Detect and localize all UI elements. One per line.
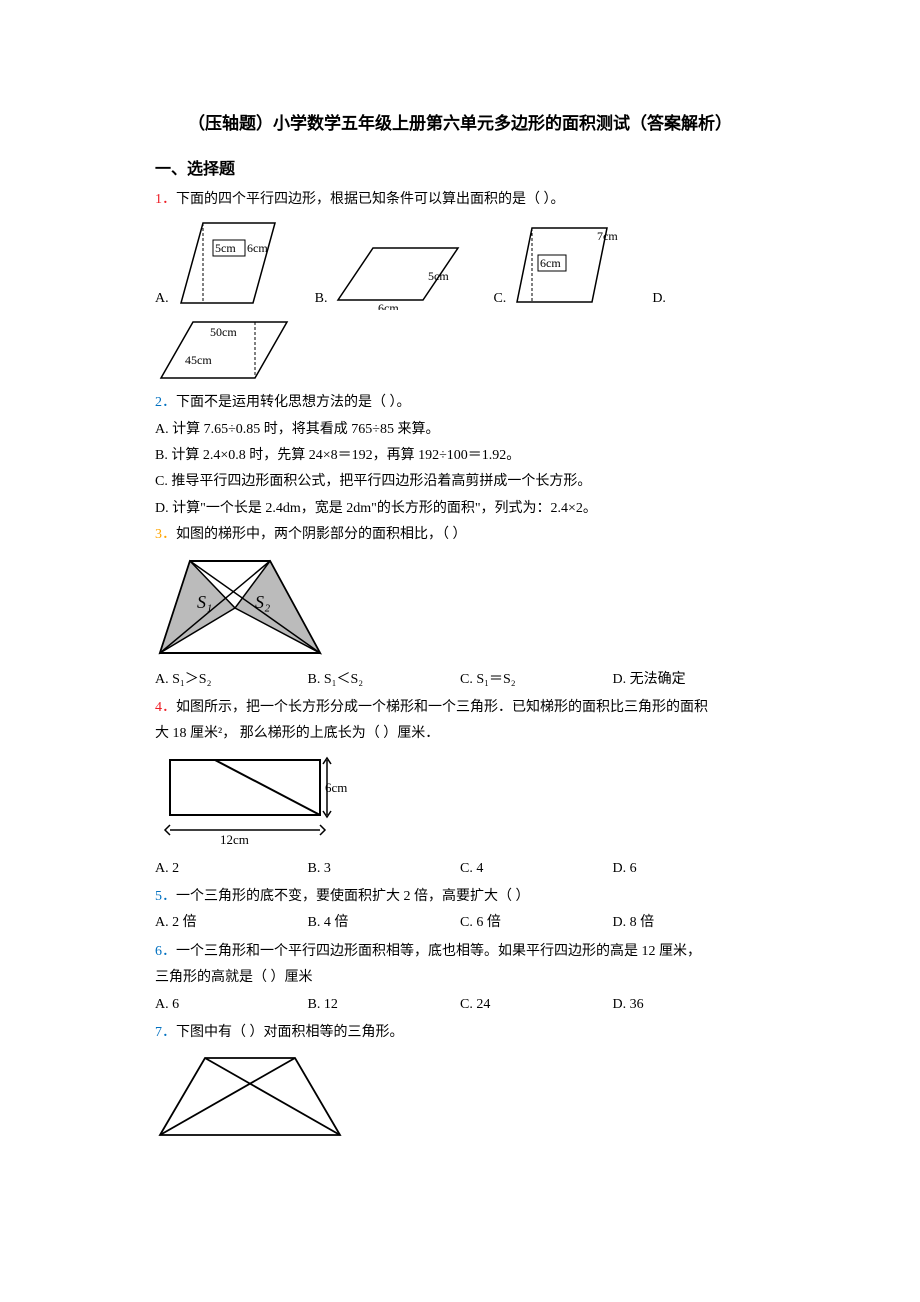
q2-num: 2． <box>155 395 176 410</box>
q4-num: 4． <box>155 700 176 715</box>
question-1: 1．下面的四个平行四边形，根据已知条件可以算出面积的是（ ）。 <box>155 189 765 211</box>
q4-text2-row: 大 18 厘米²， 那么梯形的上底长为（ ）厘米． <box>155 723 765 745</box>
opt-label: C. <box>493 288 506 310</box>
q3-text: 如图的梯形中，两个阴影部分的面积相比，（ ） <box>176 527 467 542</box>
q1-opt-c: C. 7cm 6cm <box>493 220 622 310</box>
q2-text: 下面不是运用转化思想方法的是（ ）。 <box>176 395 411 410</box>
q4-opt-c: C. 4 <box>460 858 613 880</box>
section-heading: 一、选择题 <box>155 157 765 183</box>
q6-text2-row: 三角形的高就是（ ）厘米 <box>155 967 765 989</box>
q4-text1: 如图所示，把一个长方形分成一个梯形和一个三角形．已知梯形的面积比三角形的面积 <box>176 700 708 715</box>
question-5: 5．一个三角形的底不变，要使面积扩大 2 倍，高要扩大（ ） <box>155 886 765 908</box>
q6-text1: 一个三角形和一个平行四边形面积相等，底也相等。如果平行四边形的高是 12 厘米， <box>176 944 701 959</box>
q1-opt-a: A. 5cm 6cm <box>155 215 285 310</box>
q1-num: 1． <box>155 192 176 207</box>
opt-label: A. <box>155 288 169 310</box>
trapezoid-icon: S₁ S₂ <box>155 553 325 663</box>
q3-options: A. S₁＞S₂ B. S₁＜S₂ C. S₁＝S₂ D. 无法确定 <box>155 669 765 691</box>
svg-text:6cm: 6cm <box>540 256 561 270</box>
q6-num: 6． <box>155 944 176 959</box>
q3-num: 3． <box>155 527 176 542</box>
q5-opt-b: B. 4 倍 <box>308 912 461 934</box>
svg-text:6cm: 6cm <box>247 241 268 255</box>
svg-text:6cm: 6cm <box>378 301 399 310</box>
q4-opt-a: A. 2 <box>155 858 308 880</box>
q2-opt-c: C. 推导平行四边形面积公式，把平行四边形沿着高剪拼成一个长方形。 <box>155 471 765 493</box>
question-7: 7．下图中有（ ）对面积相等的三角形。 <box>155 1022 765 1044</box>
q7-num: 7． <box>155 1025 176 1040</box>
q6-opt-d: D. 36 <box>613 994 766 1016</box>
parallelogram-c-icon: 7cm 6cm <box>512 220 622 310</box>
q5-opt-c: C. 6 倍 <box>460 912 613 934</box>
question-4: 4．如图所示，把一个长方形分成一个梯形和一个三角形．已知梯形的面积比三角形的面积 <box>155 697 765 719</box>
svg-text:6cm: 6cm <box>325 780 347 795</box>
q5-opt-a: A. 2 倍 <box>155 912 308 934</box>
svg-text:50cm: 50cm <box>210 325 237 339</box>
svg-text:S₂: S₂ <box>255 592 270 612</box>
svg-text:5cm: 5cm <box>428 269 449 283</box>
q3-opt-d: D. 无法确定 <box>613 669 766 691</box>
trapezoid-diagonals-icon <box>155 1050 345 1145</box>
svg-text:12cm: 12cm <box>220 832 249 847</box>
q4-opt-d: D. 6 <box>613 858 766 880</box>
q7-text: 下图中有（ ）对面积相等的三角形。 <box>176 1025 404 1040</box>
svg-text:5cm: 5cm <box>215 241 236 255</box>
q5-options: A. 2 倍 B. 4 倍 C. 6 倍 D. 8 倍 <box>155 912 765 934</box>
q3-opt-c: C. S₁＝S₂ <box>460 669 613 691</box>
q6-opt-c: C. 24 <box>460 994 613 1016</box>
q3-opt-a: A. S₁＞S₂ <box>155 669 308 691</box>
q2-opt-b: B. 计算 2.4×0.8 时，先算 24×8＝192，再算 192÷100＝1… <box>155 445 765 467</box>
q5-opt-d: D. 8 倍 <box>613 912 766 934</box>
q1-options-row1: A. 5cm 6cm B. 5cm 6cm C. 7cm 6cm D. <box>155 215 765 310</box>
parallelogram-d-icon: 50cm 45cm <box>155 316 295 386</box>
opt-label-d: D. <box>652 288 666 310</box>
question-3: 3．如图的梯形中，两个阴影部分的面积相比，（ ） <box>155 524 765 546</box>
q4-options: A. 2 B. 3 C. 4 D. 6 <box>155 858 765 880</box>
question-6: 6．一个三角形和一个平行四边形面积相等，底也相等。如果平行四边形的高是 12 厘… <box>155 941 765 963</box>
parallelogram-b-icon: 5cm 6cm <box>333 240 463 310</box>
q1-opt-b: B. 5cm 6cm <box>315 240 464 310</box>
q3-figure: S₁ S₂ <box>155 553 765 663</box>
opt-label: B. <box>315 288 328 310</box>
q5-text: 一个三角形的底不变，要使面积扩大 2 倍，高要扩大（ ） <box>176 889 530 904</box>
question-2: 2．下面不是运用转化思想方法的是（ ）。 <box>155 392 765 414</box>
svg-text:45cm: 45cm <box>185 353 212 367</box>
q4-opt-b: B. 3 <box>308 858 461 880</box>
q2-opt-d: D. 计算"一个长是 2.4dm，宽是 2dm"的长方形的面积"，列式为：2.4… <box>155 498 765 520</box>
q2-opt-a: A. 计算 7.65÷0.85 时，将其看成 765÷85 来算。 <box>155 419 765 441</box>
q1-opt-d-figure: 50cm 45cm <box>155 316 765 386</box>
svg-text:7cm: 7cm <box>597 229 618 243</box>
page-title: （压轴题）小学数学五年级上册第六单元多边形的面积测试（答案解析） <box>155 110 765 137</box>
q7-figure <box>155 1050 765 1145</box>
q3-opt-b: B. S₁＜S₂ <box>308 669 461 691</box>
rectangle-split-icon: 6cm 12cm <box>155 752 355 852</box>
q6-opt-b: B. 12 <box>308 994 461 1016</box>
q6-opt-a: A. 6 <box>155 994 308 1016</box>
q6-options: A. 6 B. 12 C. 24 D. 36 <box>155 994 765 1016</box>
q5-num: 5． <box>155 889 176 904</box>
svg-text:S₁: S₁ <box>197 592 212 612</box>
q4-figure: 6cm 12cm <box>155 752 765 852</box>
parallelogram-a-icon: 5cm 6cm <box>175 215 285 310</box>
q1-text: 下面的四个平行四边形，根据已知条件可以算出面积的是（ ）。 <box>176 192 565 207</box>
